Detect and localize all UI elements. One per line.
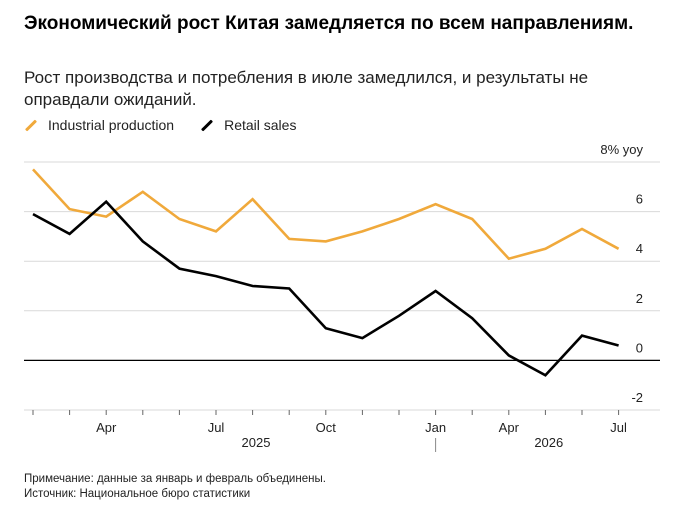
chart-subtitle: Рост производства и потребления в июле з…: [24, 68, 589, 109]
legend: Industrial production Retail sales: [24, 117, 322, 133]
y-tick-label: 4: [636, 241, 643, 256]
legend-label-industrial: Industrial production: [48, 117, 175, 133]
x-tick-label: Apr: [499, 420, 520, 435]
chart-footnote: Примечание: данные за январь и февраль о…: [24, 472, 326, 502]
y-tick-label: 6: [636, 192, 643, 207]
y-tick-label: -2: [631, 390, 643, 405]
y-tick-label: 2: [636, 291, 643, 306]
x-year-label: 2026: [534, 435, 563, 450]
x-tick-label: Jan: [425, 420, 446, 435]
retail-sales-line: [32, 199, 619, 377]
x-tick-label: Jul: [208, 420, 225, 435]
y-tick-label: 8% yoy: [600, 142, 643, 157]
chart-title: Экономический рост Китая замедляется по …: [24, 13, 634, 34]
y-tick-label: 0: [636, 340, 643, 355]
legend-item-industrial: Industrial production: [24, 117, 174, 133]
x-tick-label: Apr: [96, 420, 117, 435]
legend-label-retail: Retail sales: [224, 117, 297, 133]
x-year-label: 2025: [242, 435, 271, 450]
footnote-note: Примечание: данные за январь и февраль о…: [24, 473, 326, 485]
line-chart: 8% yoy 6 4 2 0 -2 Apr Jul Oct Jan Apr Jul 2025 2026: [24, 142, 660, 452]
x-tick-label: Jul: [610, 420, 627, 435]
x-tick-label: Oct: [316, 420, 337, 435]
legend-item-retail: Retail sales: [200, 117, 296, 133]
footnote-source: Источник: Национальное бюро статистики: [24, 488, 251, 500]
industrial-production-line: [32, 168, 620, 261]
